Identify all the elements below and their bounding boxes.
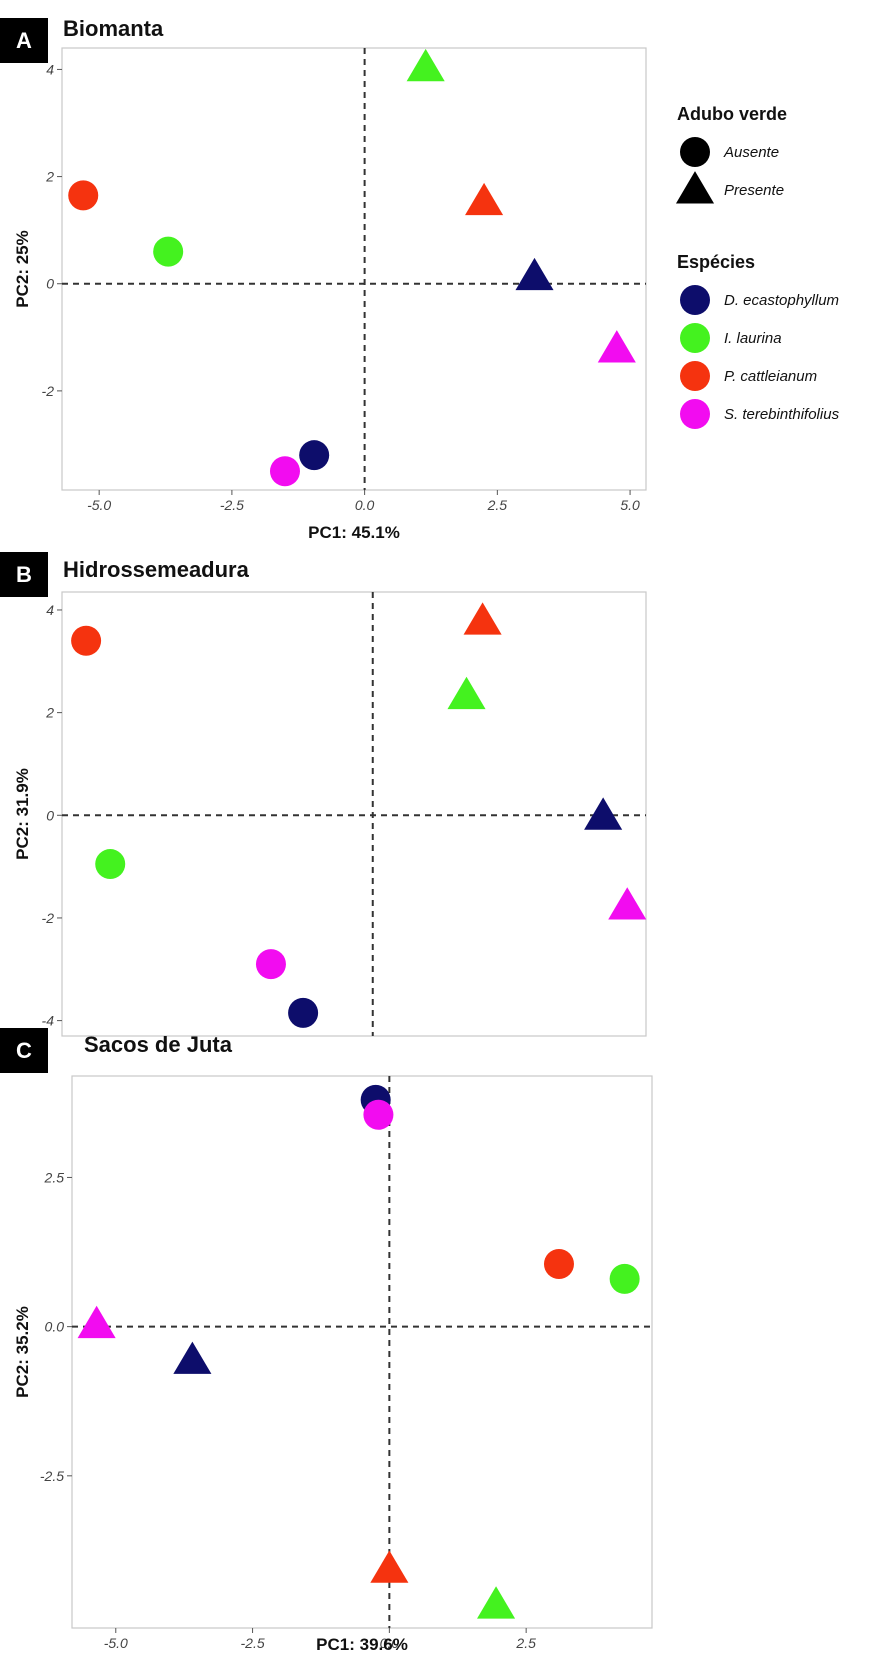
legend-species-label: P. cattleianum	[724, 368, 817, 385]
data-point-circle	[153, 236, 184, 267]
y-tick-label: 0.0	[45, 1319, 65, 1335]
y-tick-label: -2.5	[40, 1468, 64, 1484]
x-tick-label: 0.0	[380, 1635, 400, 1651]
data-point-circle	[95, 849, 126, 880]
panel-title: Biomanta	[63, 16, 164, 41]
panel-badge	[0, 18, 48, 63]
panel-letter: A	[16, 28, 32, 53]
data-point-triangle	[597, 330, 636, 363]
legend-species-key	[680, 323, 710, 353]
data-point-circle	[71, 625, 102, 656]
legend-species-key	[680, 285, 710, 315]
data-point-triangle	[477, 1586, 516, 1619]
x-tick-label: -2.5	[220, 497, 244, 513]
data-point-triangle	[584, 797, 623, 830]
x-tick-label: -5.0	[104, 1635, 128, 1651]
data-point-triangle	[463, 602, 502, 635]
data-point-triangle	[173, 1341, 212, 1374]
y-axis-title: PC2: 25%	[13, 230, 32, 307]
x-tick-label: -5.0	[87, 497, 111, 513]
x-axis-title: PC1: 45.1%	[308, 523, 400, 542]
x-tick-label: -2.5	[241, 1635, 265, 1651]
y-tick-label: -2	[42, 383, 55, 399]
x-tick-label: 2.5	[515, 1635, 536, 1651]
plot-panel	[61, 591, 647, 1037]
data-point-circle	[363, 1099, 394, 1130]
legend-species-title: Espécies	[677, 252, 755, 272]
panel-letter: B	[16, 562, 32, 587]
y-tick-label: 0	[46, 807, 54, 823]
y-tick-label: 2.5	[44, 1169, 65, 1185]
legend-species-key	[680, 399, 710, 429]
legend-triangle-key	[675, 171, 715, 204]
x-tick-label: 0.0	[355, 497, 375, 513]
y-tick-label: 2	[45, 705, 54, 721]
y-axis-title: PC2: 35.2%	[13, 1306, 32, 1398]
plot-panel	[61, 47, 647, 491]
data-point-circle	[609, 1263, 640, 1294]
data-point-circle	[543, 1248, 574, 1279]
legend-shape-title: Adubo verde	[677, 104, 787, 124]
legend-species-key	[680, 361, 710, 391]
data-point-circle	[255, 949, 286, 980]
panel-badge	[0, 1028, 48, 1073]
panel-title: Hidrossemeadura	[63, 557, 250, 582]
x-tick-label: 2.5	[487, 497, 508, 513]
y-tick-label: 2	[45, 169, 54, 185]
y-tick-label: -4	[42, 1013, 55, 1029]
data-point-triangle	[608, 887, 647, 920]
data-point-circle	[299, 440, 330, 471]
legend-species-label: S. terebinthifolius	[724, 406, 840, 423]
y-tick-label: 0	[46, 276, 54, 292]
legend-species-label: I. laurina	[724, 330, 782, 347]
data-point-circle	[68, 180, 99, 211]
y-tick-label: 4	[46, 61, 54, 77]
data-point-circle	[288, 997, 319, 1028]
panel-title: Sacos de Juta	[84, 1032, 233, 1057]
legend-species-label: D. ecastophyllum	[724, 292, 839, 309]
legend-shape-label: Presente	[724, 182, 784, 199]
panel-letter: C	[16, 1038, 32, 1063]
data-point-triangle	[515, 257, 554, 291]
panel-badge	[0, 552, 48, 597]
x-tick-label: 5.0	[620, 497, 640, 513]
data-point-triangle	[370, 1550, 409, 1583]
data-point-triangle	[77, 1305, 116, 1339]
x-axis-title: PC1: 39.6%	[316, 1635, 408, 1653]
y-tick-label: 4	[46, 602, 54, 618]
legend-shape-label: Ausente	[723, 144, 779, 161]
y-tick-label: -2	[42, 910, 55, 926]
plot-panel	[71, 1075, 653, 1629]
data-point-triangle	[447, 676, 486, 710]
y-axis-title: PC2: 31.9%	[13, 768, 32, 860]
legend-circle-key	[680, 137, 710, 167]
data-point-circle	[269, 456, 300, 487]
data-point-triangle	[406, 48, 445, 82]
data-point-triangle	[465, 182, 504, 216]
